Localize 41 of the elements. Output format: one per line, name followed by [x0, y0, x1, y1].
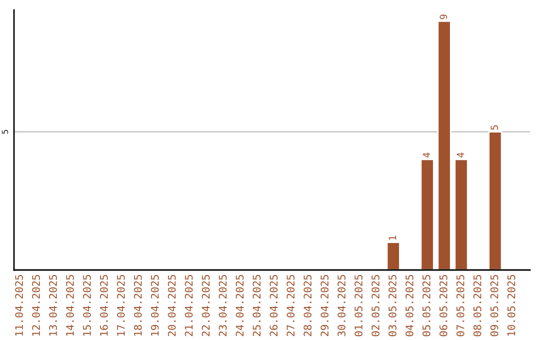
x-tick-label: 11.04.2025 — [15, 275, 23, 336]
x-tick-label: 27.04.2025 — [286, 275, 295, 336]
x-tick-label: 01.05.2025 — [354, 275, 362, 336]
bar — [488, 131, 502, 270]
x-tick-label: 21.04.2025 — [184, 275, 193, 336]
bar — [437, 20, 452, 270]
x-tick-label: 17.04.2025 — [116, 275, 125, 336]
x-tick-label: 13.04.2025 — [49, 275, 57, 336]
data-label: 1 — [388, 236, 396, 240]
bar — [420, 158, 434, 270]
data-label: 5 — [490, 125, 498, 130]
x-tick-label: 15.04.2025 — [83, 275, 91, 336]
x-tick-label: 19.04.2025 — [150, 275, 159, 336]
bar — [386, 242, 400, 270]
x-tick-label: 05.05.2025 — [422, 275, 430, 336]
x-tick-label: 09.05.2025 — [490, 275, 498, 336]
x-tick-label: 03.05.2025 — [388, 275, 396, 336]
x-tick-label: 28.04.2025 — [304, 275, 312, 336]
bar — [454, 158, 468, 270]
x-tick-label: 04.05.2025 — [406, 275, 414, 336]
x-tick-label: 10.05.2025 — [507, 275, 516, 336]
data-label: 4 — [422, 152, 430, 158]
x-tick-label: 14.04.2025 — [66, 275, 74, 336]
x-tick-label: 08.05.2025 — [473, 275, 482, 336]
x-tick-label: 18.04.2025 — [134, 275, 142, 336]
x-tick-label: 26.04.2025 — [270, 275, 278, 336]
x-tick-label: 20.04.2025 — [168, 275, 176, 336]
x-tick-label: 29.04.2025 — [320, 275, 329, 336]
x-tick-label: 23.04.2025 — [218, 275, 227, 336]
x-tick-label: 12.04.2025 — [32, 275, 40, 336]
x-tick-label: 24.04.2025 — [236, 275, 244, 336]
data-label: 4 — [456, 152, 464, 158]
data-label: 9 — [440, 14, 448, 20]
x-tick-label: 06.05.2025 — [439, 275, 448, 336]
x-tick-label: 22.04.2025 — [202, 275, 210, 336]
ref-line-label: 5 — [2, 130, 8, 134]
x-tick-label: 30.04.2025 — [338, 275, 346, 336]
x-tick-label: 02.05.2025 — [372, 275, 380, 336]
x-tick-label: 25.04.2025 — [252, 275, 261, 336]
x-tick-label: 16.04.2025 — [100, 275, 108, 336]
x-tick-label: 07.05.2025 — [456, 275, 464, 336]
